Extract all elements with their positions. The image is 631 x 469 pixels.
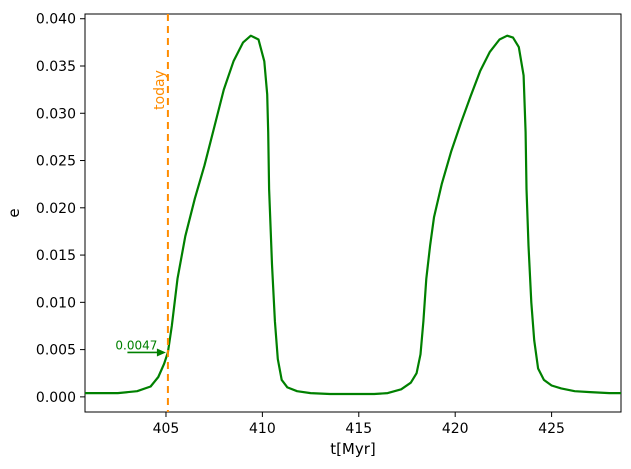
axis-ticks: 405 410 415 420 425 0.000 0.005 0.010 0.015 0.020…: [36, 12, 565, 437]
y-tick-label: 0.010: [36, 295, 76, 311]
y-tick-label: 0.035: [36, 59, 76, 75]
x-tick-label: 420: [442, 421, 469, 437]
y-tick-label: 0.030: [36, 106, 76, 122]
y-tick-label: 0.015: [36, 248, 76, 264]
annotation-arrowhead: [156, 348, 166, 357]
today-label: today: [152, 70, 168, 110]
y-axis-label: e: [5, 208, 23, 217]
y-tick-label: 0.020: [36, 201, 76, 217]
eccentricity-line: [85, 34, 621, 396]
x-tick-label: 405: [153, 421, 180, 437]
x-tick-label: 410: [249, 421, 276, 437]
x-axis-label: t[Myr]: [330, 440, 376, 458]
y-tick-label: 0.005: [36, 343, 76, 359]
x-tick-label: 415: [345, 421, 372, 437]
plot-frame: [84, 13, 622, 413]
x-tick-label: 425: [538, 421, 565, 437]
y-tick-label: 0.040: [36, 12, 76, 28]
annotation-label: 0.0047: [115, 338, 157, 352]
y-tick-label: 0.025: [36, 154, 76, 170]
y-tick-label: 0.000: [36, 390, 76, 406]
